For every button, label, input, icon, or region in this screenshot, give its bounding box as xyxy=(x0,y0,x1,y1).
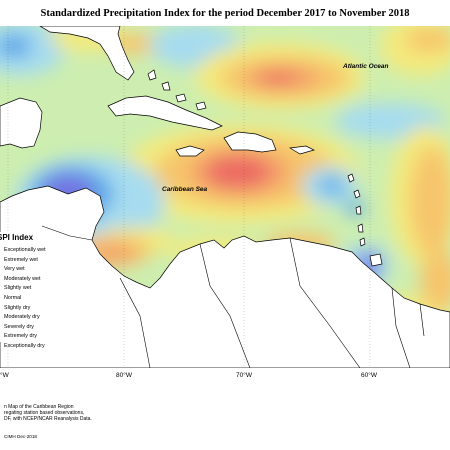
central-america-landmass xyxy=(0,185,450,368)
lesser-antilles-islands xyxy=(347,173,366,247)
spi-legend: SPI Index Exceptionally wet Extremely wet… xyxy=(0,232,58,349)
longitude-label: 80°W xyxy=(116,372,132,379)
cuba-landmass xyxy=(107,95,223,131)
bahamas-islands xyxy=(147,69,207,111)
legend-list: Exceptionally wet Extremely wet Very wet Mo… xyxy=(4,246,46,352)
credit-line: n Map of the Caribbean Region xyxy=(4,404,74,410)
credit-line: DF, with NCEP/NCAR Reanalysis Data. xyxy=(4,416,92,423)
spi-anomaly-region xyxy=(0,34,32,58)
map-title: Standardized Precipitation Index for the… xyxy=(40,8,410,19)
legend-item: Moderately wet xyxy=(4,275,41,282)
legend-item: Extremely dry xyxy=(4,333,37,340)
spi-anomaly-region xyxy=(206,156,270,188)
country-borders xyxy=(41,225,425,368)
puerto-rico-landmass xyxy=(288,145,315,155)
legend-item: Slightly wet xyxy=(4,285,32,292)
longitude-label: 70°W xyxy=(236,372,252,379)
legend-item: Normal xyxy=(4,294,22,301)
florida-landmass xyxy=(39,26,135,81)
longitude-label: 60°W xyxy=(361,372,377,379)
map-credits: n Map of the Caribbean Region regating s… xyxy=(4,404,92,423)
spi-anomaly-region xyxy=(320,177,344,195)
spi-anomaly-region xyxy=(420,251,450,311)
legend-item: Severely dry xyxy=(4,323,34,330)
spi-anomaly-region xyxy=(345,200,365,216)
legend-item: Moderately dry xyxy=(4,314,40,321)
legend-item: Very wet xyxy=(4,266,25,273)
spi-anomaly-region xyxy=(410,146,450,256)
legend-item: Exceptionally dry xyxy=(4,342,45,349)
longitude-label: °W xyxy=(0,372,9,379)
legend-item: Exceptionally wet xyxy=(4,247,46,253)
atlantic-ocean-label: Atlantic Ocean xyxy=(343,63,389,70)
spi-map-canvas xyxy=(0,26,450,368)
legend-title: SPI Index xyxy=(0,233,34,242)
spi-map: Atlantic Ocean Caribbean Sea SPI Index E… xyxy=(0,26,450,368)
trinidad-landmass xyxy=(369,253,383,267)
jamaica-landmass xyxy=(175,145,205,157)
legend-item: Extremely wet xyxy=(4,256,38,263)
credit-line: regating station based observations, xyxy=(4,410,85,417)
spi-anomaly-region xyxy=(405,28,450,52)
yucatan-landmass xyxy=(0,97,43,149)
credit-stamp: CIMH Dec-2018 xyxy=(4,434,37,439)
land-masses xyxy=(0,26,450,368)
caribbean-sea-label: Caribbean Sea xyxy=(162,186,208,193)
legend-item: Slightly dry xyxy=(4,304,31,311)
spi-anomaly-region xyxy=(260,72,296,84)
hispaniola-landmass xyxy=(223,131,277,153)
